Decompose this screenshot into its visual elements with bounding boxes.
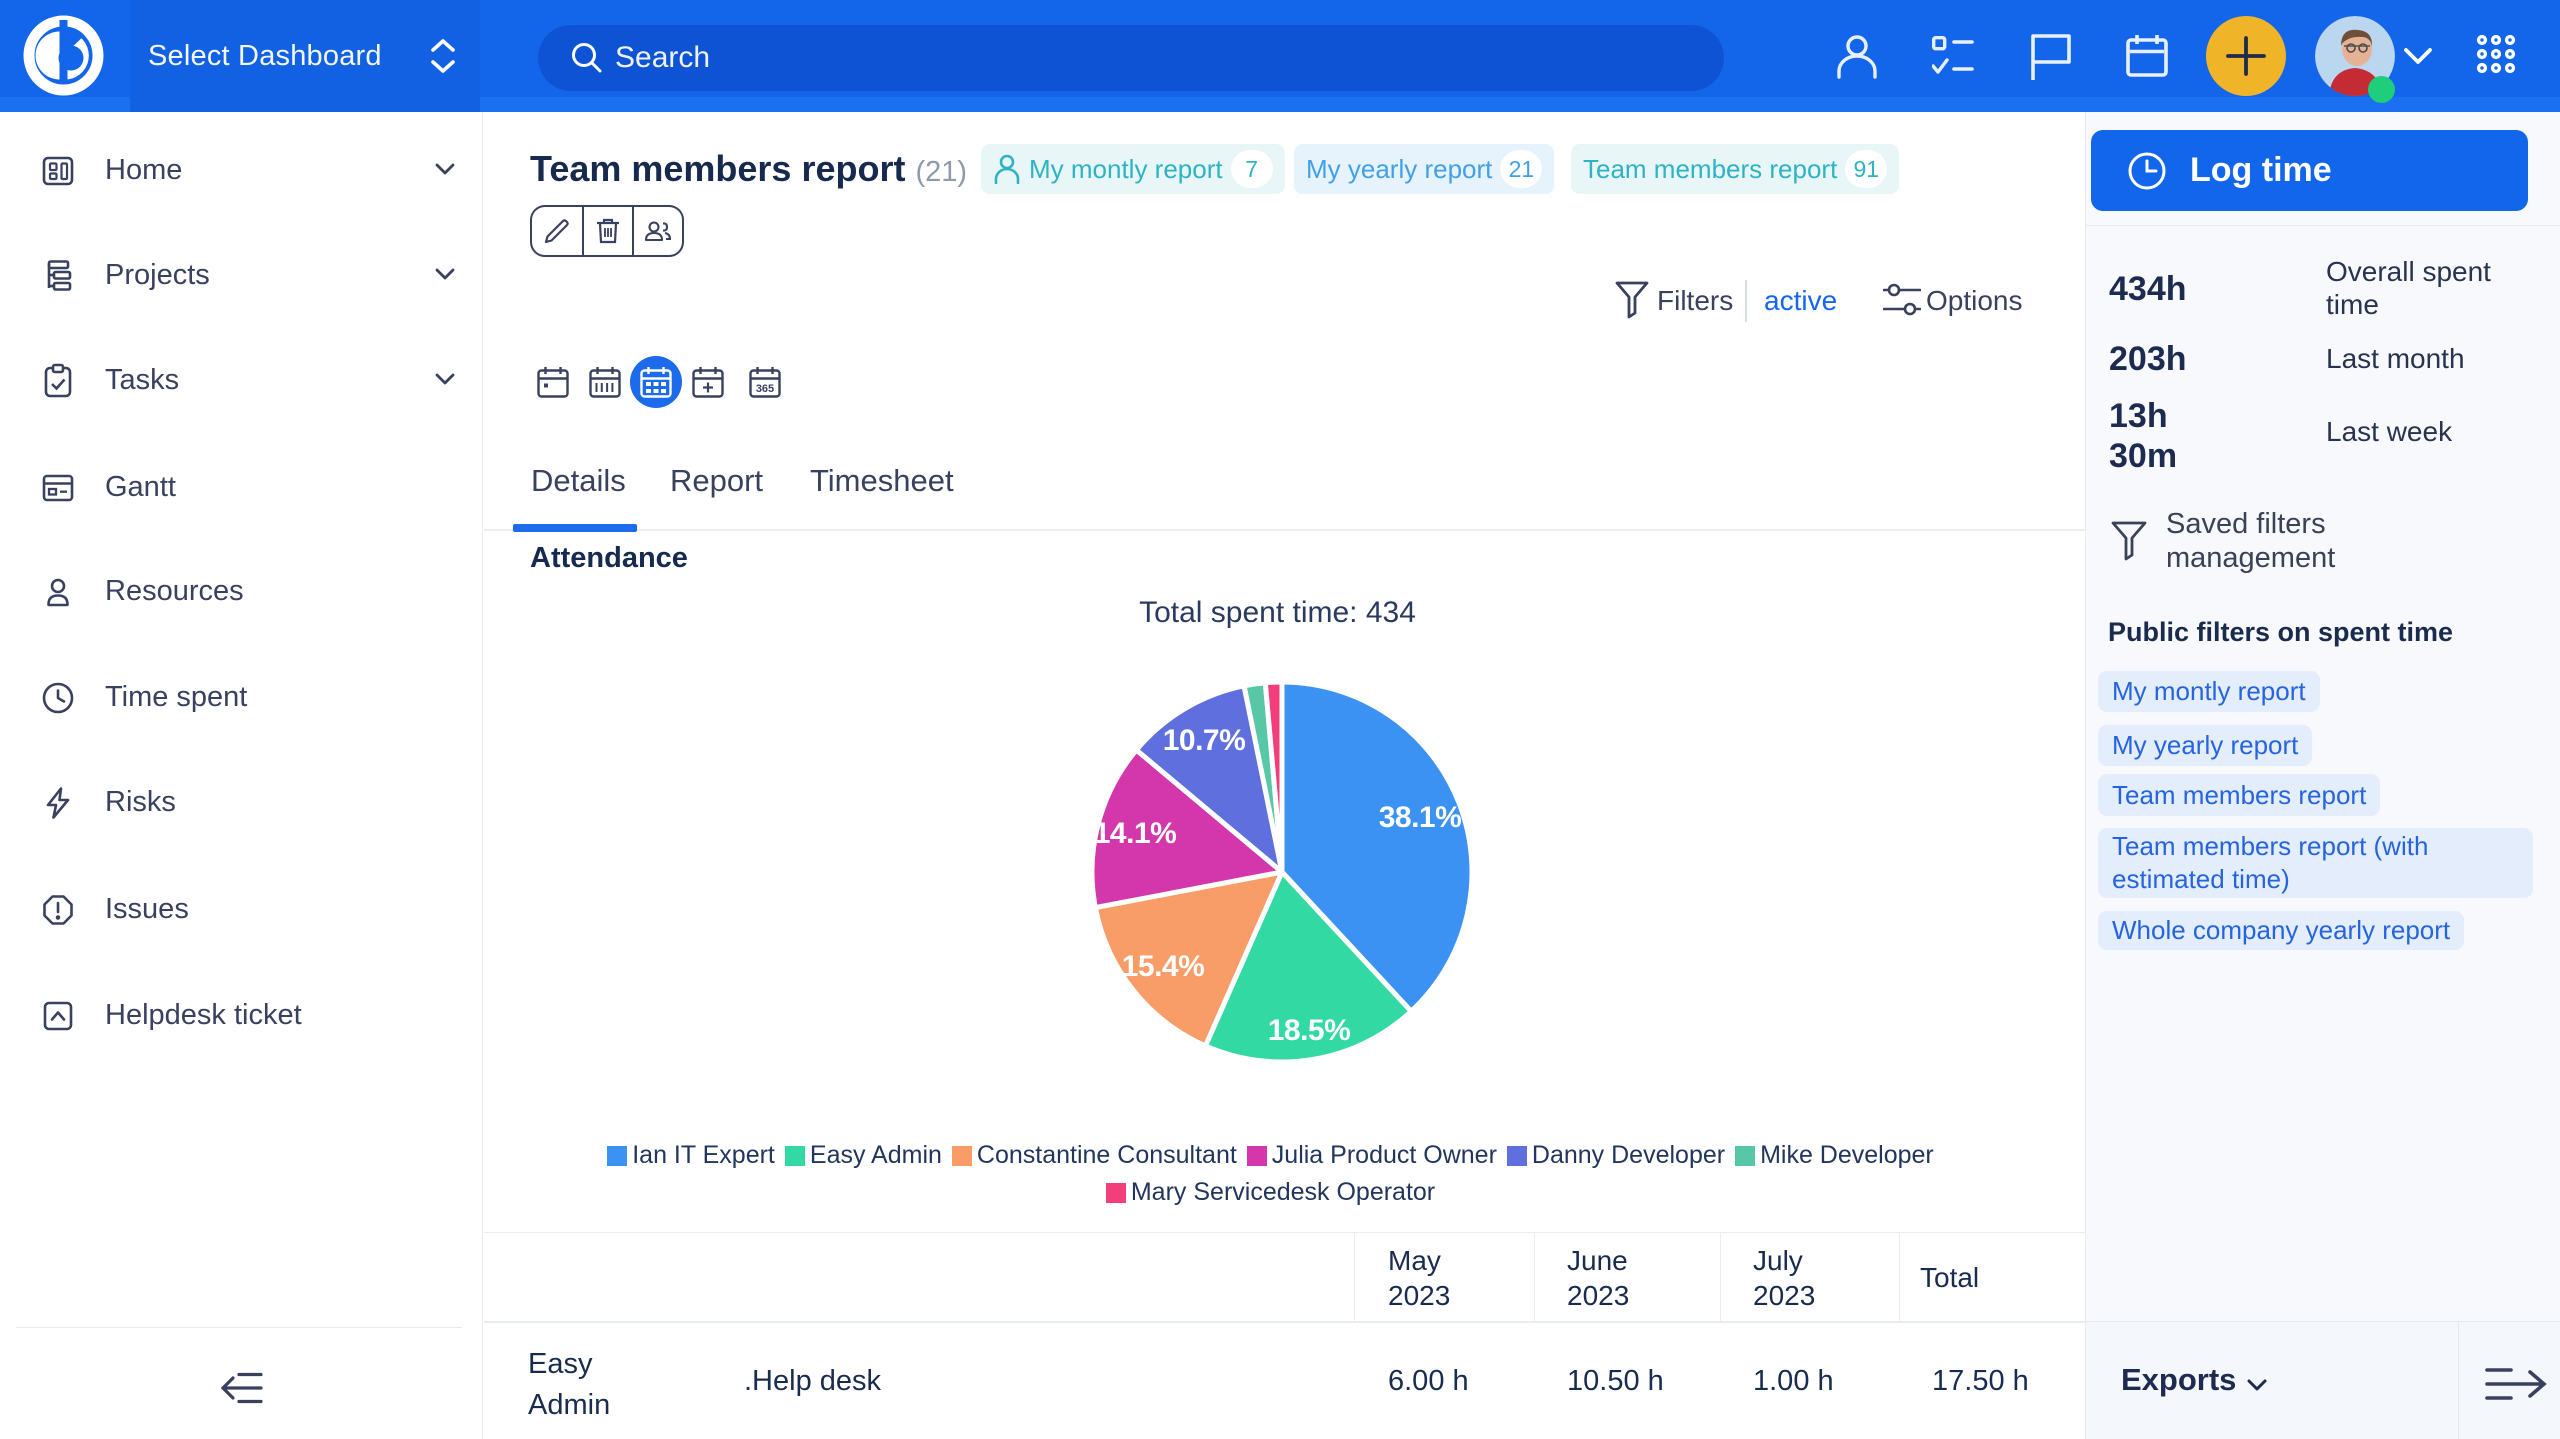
svg-text:365: 365 xyxy=(756,383,774,395)
